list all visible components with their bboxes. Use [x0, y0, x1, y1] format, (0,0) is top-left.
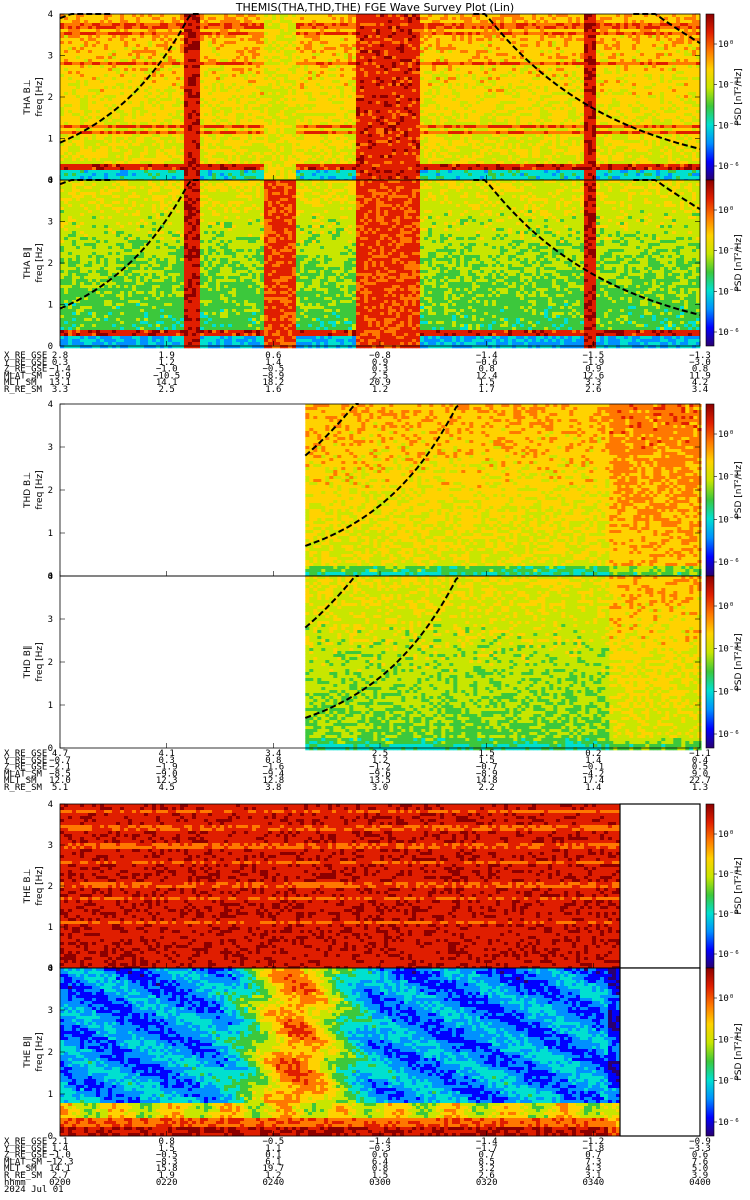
panel-label-tha-bpar: THA B∥: [23, 247, 33, 280]
colorbar-tick-label: 10⁻⁶: [718, 730, 740, 740]
ephemeris-value: 4.5: [159, 783, 175, 793]
heatmap-the-bpar: [60, 968, 620, 1136]
panel-label-tha-bl: THA B⊥: [23, 79, 33, 115]
heatmap-the-bl: [60, 804, 620, 969]
date-label: 2024 Jul 01: [4, 1185, 64, 1195]
ephemeris-value: 3.0: [372, 783, 388, 793]
y-tick-label: 1: [48, 135, 53, 145]
colorbar-tick-label: 10⁰: [718, 994, 734, 1004]
y-tick-label: 1: [48, 701, 53, 711]
y-tick-label: 3: [48, 52, 53, 62]
y-axis-label: freq [Hz]: [35, 866, 45, 905]
time-tick-label: 0300: [369, 1178, 391, 1188]
colorbar-label: PSD [nT²/Hz]: [734, 234, 744, 291]
heatmap-tha-bpar: [60, 180, 700, 348]
panel-label-thd-bpar: THD B∥: [23, 646, 33, 680]
ephemeris-value: 3.3: [52, 385, 68, 395]
time-tick-label: 0320: [476, 1178, 498, 1188]
y-tick-label: 3: [48, 615, 53, 625]
y-tick-label: 1: [48, 529, 53, 539]
y-tick-label: 4: [48, 964, 53, 974]
y-tick-label: 2: [48, 259, 53, 269]
y-tick-label: 3: [48, 218, 53, 228]
colorbar-tick-label: 10⁻⁶: [718, 162, 740, 172]
colorbar-tha-bpar: [706, 180, 714, 346]
colorbar-tick-label: 10⁰: [718, 602, 734, 612]
y-tick-label: 3: [48, 841, 53, 851]
y-axis-label: freq [Hz]: [35, 1032, 45, 1071]
y-tick-label: 4: [48, 10, 53, 20]
panel-label-the-bpar: THE B∥: [23, 1036, 33, 1069]
ephemeris-value: 1.2: [372, 385, 388, 395]
y-tick-label: 3: [48, 443, 53, 453]
y-axis-label: freq [Hz]: [35, 470, 45, 509]
colorbar-tick-label: 10⁻⁶: [718, 950, 740, 960]
y-axis-label: freq [Hz]: [35, 243, 45, 282]
colorbar-the-bl: [706, 804, 714, 968]
y-axis-label: freq [Hz]: [35, 642, 45, 681]
colorbar-the-bpar: [706, 968, 714, 1136]
colorbar-tha-bl: [706, 14, 714, 180]
heatmap-tha-bl: [60, 14, 700, 182]
y-tick-label: 4: [48, 800, 53, 810]
y-axis-label: freq [Hz]: [35, 77, 45, 116]
y-tick-label: 3: [48, 1006, 53, 1016]
ephemeris-value: 1.6: [265, 385, 281, 395]
y-tick-label: 4: [48, 400, 53, 410]
colorbar-tick-label: 10⁻⁶: [718, 328, 740, 338]
ephemeris-label: R_RE_SM: [4, 783, 43, 793]
time-tick-label: 0340: [582, 1178, 604, 1188]
y-tick-label: 2: [48, 658, 53, 668]
y-tick-label: 4: [48, 572, 53, 582]
ephemeris-value: 5.1: [52, 783, 68, 793]
colorbar-label: PSD [nT²/Hz]: [734, 857, 744, 914]
ephemeris-value: 3.4: [692, 385, 708, 395]
panel-label-thd-bl: THD B⊥: [23, 472, 33, 509]
ephemeris-label: R_RE_SM: [4, 385, 43, 395]
y-tick-label: 2: [48, 93, 53, 103]
y-tick-label: 2: [48, 1048, 53, 1058]
colorbar-tick-label: 10⁰: [718, 430, 734, 440]
time-tick-label: 0220: [156, 1178, 178, 1188]
colorbar-tick-label: 10⁻⁶: [718, 558, 740, 568]
ephemeris-value: 3.8: [265, 783, 281, 793]
y-tick-label: 2: [48, 882, 53, 892]
ephemeris-value: 2.2: [479, 783, 495, 793]
time-tick-label: 0400: [689, 1178, 711, 1188]
ephemeris-value: 1.7: [479, 385, 495, 395]
colorbar-tick-label: 10⁰: [718, 206, 734, 216]
ephemeris-value: 2.5: [159, 385, 175, 395]
colorbar-tick-label: 10⁻⁶: [718, 1118, 740, 1128]
panel-label-the-bl: THE B⊥: [23, 868, 33, 904]
y-tick-label: 1: [48, 923, 53, 933]
colorbar-thd-bl: [706, 404, 714, 576]
colorbar-tick-label: 10⁰: [718, 40, 734, 50]
time-tick-label: 0240: [262, 1178, 284, 1188]
ephemeris-value: 1.4: [585, 783, 601, 793]
y-tick-label: 2: [48, 486, 53, 496]
colorbar-label: PSD [nT²/Hz]: [734, 461, 744, 518]
y-tick-label: 4: [48, 176, 53, 186]
heatmap-thd-bpar: [305, 576, 701, 750]
y-tick-label: 1: [48, 1090, 53, 1100]
colorbar-label: PSD [nT²/Hz]: [734, 68, 744, 125]
colorbar-label: PSD [nT²/Hz]: [734, 633, 744, 690]
colorbar-thd-bpar: [706, 576, 714, 748]
colorbar-label: PSD [nT²/Hz]: [734, 1023, 744, 1080]
y-tick-label: 1: [48, 301, 53, 311]
ephemeris-value: 2.6: [585, 385, 601, 395]
colorbar-tick-label: 10⁰: [718, 830, 734, 840]
heatmap-thd-bl: [305, 404, 701, 578]
ephemeris-value: 1.3: [692, 783, 708, 793]
